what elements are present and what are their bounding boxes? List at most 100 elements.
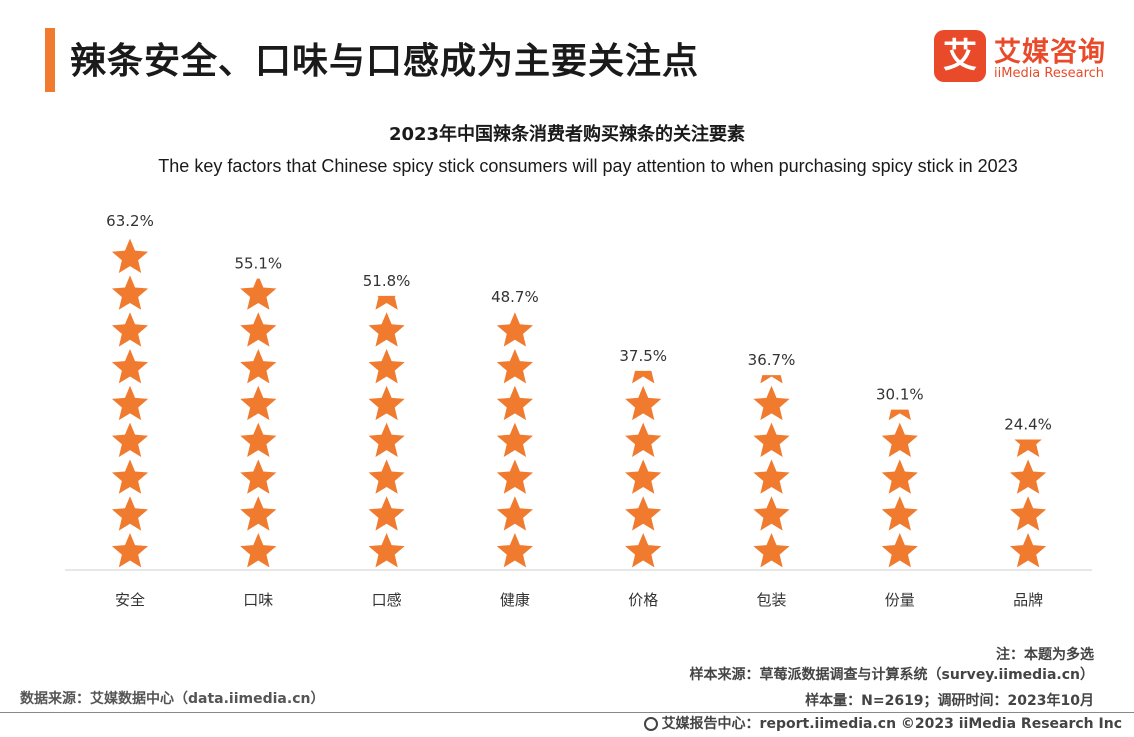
star-icon bbox=[882, 349, 918, 383]
star-icon bbox=[625, 385, 662, 421]
star-icon bbox=[240, 349, 277, 384]
x-tick-label: 价格 bbox=[628, 591, 658, 609]
bar-健康 bbox=[496, 239, 533, 568]
data-source-note: 数据来源：艾媒数据中心（data.iimedia.cn） bbox=[20, 691, 325, 707]
star-icon bbox=[625, 422, 662, 457]
star-icon bbox=[625, 533, 662, 568]
globe-icon bbox=[643, 717, 658, 731]
star-icon bbox=[240, 422, 277, 457]
star-icon bbox=[753, 312, 789, 346]
bar-口感 bbox=[368, 239, 405, 568]
iimedia-logo: 艾 艾媒咨询 iiMedia Research bbox=[934, 30, 1124, 88]
star-icon bbox=[111, 385, 149, 421]
sample-size-note: 样本量：N=2619；调研时间：2023年10月 bbox=[805, 693, 1094, 709]
bar-包装 bbox=[753, 239, 790, 568]
star-icon bbox=[496, 312, 533, 347]
star-icon bbox=[240, 496, 277, 531]
star-icon bbox=[753, 385, 790, 421]
star-icon bbox=[753, 239, 789, 273]
data-label: 48.7% bbox=[491, 288, 539, 306]
star-icon bbox=[882, 239, 918, 273]
star-icon bbox=[240, 459, 277, 494]
star-icon bbox=[497, 239, 533, 273]
star-icon bbox=[496, 349, 533, 384]
page-title: 辣条安全、口味与口感成为主要关注点 bbox=[70, 41, 700, 82]
bar-份量 bbox=[881, 239, 918, 568]
star-icon bbox=[368, 349, 405, 384]
star-icon bbox=[753, 459, 790, 494]
star-icon bbox=[753, 422, 790, 457]
star-icon bbox=[111, 312, 149, 347]
bar-品牌 bbox=[1010, 239, 1047, 568]
chart-title: 2023年中国辣条消费者购买辣条的关注要素 bbox=[388, 124, 746, 145]
star-icon bbox=[760, 375, 783, 384]
star-icon bbox=[496, 496, 533, 531]
star-icon bbox=[1010, 275, 1046, 309]
logo-english-name: iiMedia Research bbox=[994, 66, 1105, 81]
star-icon bbox=[1010, 533, 1047, 568]
star-icon bbox=[753, 275, 789, 309]
data-label: 24.4% bbox=[1004, 416, 1052, 434]
star-icon bbox=[625, 496, 662, 531]
data-label: 37.5% bbox=[619, 347, 667, 365]
star-icon bbox=[368, 422, 405, 457]
star-icon bbox=[496, 385, 533, 421]
star-icon bbox=[882, 275, 918, 309]
star-icon bbox=[375, 295, 398, 310]
logo-mark-icon: 艾 bbox=[934, 30, 986, 82]
star-icon bbox=[1014, 439, 1042, 457]
x-tick-label: 口感 bbox=[372, 591, 402, 609]
star-icon bbox=[368, 312, 405, 347]
star-icon bbox=[111, 349, 149, 384]
star-icon bbox=[240, 533, 277, 568]
star-icon bbox=[240, 385, 277, 421]
star-icon bbox=[625, 239, 661, 273]
star-icon bbox=[753, 496, 790, 531]
footer: 艾媒报告中心：report.iimedia.cn ©2023 iiMedia R… bbox=[643, 713, 1122, 733]
star-icon bbox=[496, 533, 533, 568]
sample-source-note: 样本来源：草莓派数据调查与计算系统（survey.iimedia.cn） bbox=[689, 667, 1094, 683]
x-tick-label: 口味 bbox=[243, 591, 273, 609]
star-icon bbox=[368, 496, 405, 531]
data-label: 51.8% bbox=[363, 272, 411, 290]
star-icon bbox=[881, 422, 918, 457]
data-label: 55.1% bbox=[234, 255, 282, 273]
title-accent-bar bbox=[45, 28, 55, 92]
star-icon bbox=[111, 459, 149, 494]
footer-divider bbox=[0, 712, 1134, 713]
data-label: 36.7% bbox=[748, 351, 796, 369]
star-icon bbox=[1010, 349, 1046, 383]
star-icon bbox=[240, 312, 277, 347]
star-icon bbox=[632, 370, 655, 384]
x-tick-label: 健康 bbox=[500, 591, 530, 609]
bar-价格 bbox=[625, 239, 662, 568]
x-tick-label: 包装 bbox=[756, 591, 786, 609]
star-icon bbox=[368, 459, 405, 494]
data-label: 30.1% bbox=[876, 386, 924, 404]
star-icon bbox=[881, 533, 918, 568]
logo-chinese-name: 艾媒咨询 bbox=[994, 37, 1106, 68]
star-icon bbox=[368, 385, 405, 421]
x-tick-label: 安全 bbox=[115, 591, 145, 609]
bar-口味 bbox=[240, 278, 277, 568]
x-tick-label: 品牌 bbox=[1013, 591, 1043, 609]
star-icon bbox=[881, 496, 918, 531]
star-icon bbox=[368, 533, 405, 568]
star-icon bbox=[111, 238, 149, 273]
star-icon bbox=[625, 312, 661, 346]
star-icon bbox=[625, 275, 661, 309]
star-icon bbox=[1010, 312, 1046, 346]
star-icon bbox=[625, 459, 662, 494]
star-icon bbox=[111, 422, 149, 457]
star-icon bbox=[1010, 239, 1046, 273]
x-tick-label: 份量 bbox=[885, 591, 915, 609]
star-icon bbox=[496, 422, 533, 457]
multi-choice-note: 注：本题为多选 bbox=[996, 647, 1094, 663]
star-icon bbox=[369, 239, 405, 273]
star-icon bbox=[111, 275, 149, 310]
chart-subtitle: The key factors that Chinese spicy stick… bbox=[158, 156, 1018, 176]
star-icon bbox=[881, 459, 918, 494]
footer-text: 艾媒报告中心：report.iimedia.cn ©2023 iiMedia R… bbox=[661, 716, 1122, 732]
star-icon bbox=[496, 459, 533, 494]
